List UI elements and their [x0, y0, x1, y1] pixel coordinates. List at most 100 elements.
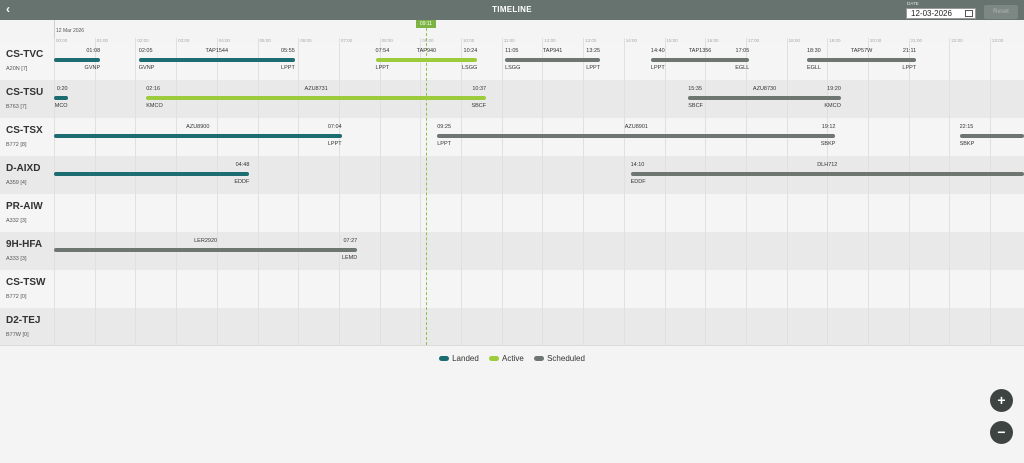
origin-airport: LSGG	[505, 65, 521, 71]
flight-bar[interactable]	[54, 96, 68, 100]
hour-label: 02:00	[137, 38, 149, 43]
hour-gridline	[786, 38, 788, 345]
hour-label: 05:00	[259, 38, 271, 43]
current-time-line	[426, 28, 427, 345]
legend-scheduled-label: Scheduled	[547, 354, 585, 363]
back-icon[interactable]: ‹	[6, 2, 10, 16]
aircraft-registration[interactable]: CS-TSU	[6, 87, 44, 98]
departure-time: 18:30	[806, 48, 821, 54]
hour-label: 16:00	[707, 38, 719, 43]
hour-label: 10:00	[463, 38, 475, 43]
flight-bar[interactable]	[505, 58, 601, 62]
hour-gridline	[623, 38, 625, 345]
timeline-bottom-border	[0, 345, 1024, 346]
hour-gridline	[338, 38, 340, 345]
destination-airport: LPPT	[902, 65, 917, 71]
hour-label: 08:00	[381, 38, 393, 43]
destination-airport: GVNP	[84, 65, 101, 71]
flight-bar[interactable]	[630, 172, 1024, 176]
zoom-in-button[interactable]: +	[990, 389, 1013, 412]
departure-time: 11:05	[505, 48, 519, 54]
flight-number: AZU8901	[624, 124, 648, 130]
arrival-time: 10:24	[463, 48, 478, 54]
hour-gridline	[420, 38, 422, 345]
flight-bar[interactable]	[688, 96, 841, 100]
legend-scheduled-swatch	[534, 356, 545, 362]
flight-bar[interactable]	[959, 134, 1024, 138]
departure-time: 02:05	[138, 48, 153, 54]
timeline-date: 12 Mar 2026	[56, 28, 85, 34]
hour-label: 09:00	[422, 38, 434, 43]
origin-airport: LPPT	[650, 65, 665, 71]
arrival-time: 10:37	[472, 86, 487, 92]
calendar-icon[interactable]	[965, 10, 973, 17]
reset-button[interactable]: Reset	[984, 5, 1018, 19]
flight-bar[interactable]	[54, 172, 250, 176]
arrival-time: 13:25	[586, 48, 601, 54]
destination-airport: SBCF	[471, 103, 487, 109]
flight-number: AZU8730	[752, 86, 777, 92]
arrival-time: 17:05	[735, 48, 750, 54]
aircraft-type: B763 [7]	[6, 104, 27, 110]
destination-airport: SBKP	[820, 141, 836, 147]
flight-number: TAP941	[542, 48, 563, 54]
hour-gridline	[298, 38, 300, 345]
hour-gridline	[990, 38, 992, 345]
destination-airport: KMCO	[824, 103, 841, 109]
aircraft-registration[interactable]: D-AIXD	[6, 163, 41, 174]
origin-airport: GVNP	[138, 65, 155, 71]
origin-airport: EGLL	[806, 65, 822, 71]
hour-label: 17:00	[747, 38, 760, 43]
hour-gridline	[54, 38, 55, 345]
current-time-badge: 09:11	[416, 20, 436, 28]
arrival-time: 07:04	[327, 124, 342, 130]
aircraft-registration[interactable]: 9H-HFA	[6, 239, 43, 250]
aircraft-type: A332 [3]	[6, 218, 27, 224]
zoom-out-button[interactable]: −	[990, 421, 1013, 444]
flight-bar[interactable]	[138, 58, 295, 62]
legend-scheduled: Scheduled	[534, 354, 585, 363]
legend-active-swatch	[489, 356, 500, 362]
flight-number: TAP1544	[205, 48, 229, 54]
origin-airport: SBKP	[959, 141, 975, 147]
flight-number: AZU8900	[186, 124, 210, 130]
arrival-time: 01:08	[86, 48, 101, 54]
hour-label: 01:00	[96, 38, 108, 43]
aircraft-type: A333 [3]	[6, 256, 27, 262]
date-input[interactable]: 12-03-2026	[906, 8, 976, 19]
departure-time: 14:40	[650, 48, 665, 54]
aircraft-registration[interactable]: CS-TSW	[6, 277, 46, 288]
hour-label: 00:00	[56, 38, 68, 43]
hour-gridline	[583, 38, 585, 345]
flight-bar[interactable]	[54, 58, 101, 62]
flight-number: LER2920	[194, 238, 218, 244]
aircraft-registration[interactable]: CS-TSX	[6, 125, 43, 136]
aircraft-registration[interactable]: D2-TEJ	[6, 315, 41, 326]
departure-time: 09:25	[437, 124, 452, 130]
hour-label: 13:00	[585, 38, 597, 43]
destination-airport: EDDF	[234, 179, 250, 185]
date-value: 12-03-2026	[911, 9, 952, 18]
aircraft-registration[interactable]: PR-AIW	[6, 201, 43, 212]
hour-label: 20:00	[870, 38, 882, 43]
aircraft-row: 9H-HFA A333 [3]	[0, 232, 1024, 270]
flight-bar[interactable]	[806, 58, 917, 62]
hour-gridline	[542, 38, 544, 345]
legend-landed-label: Landed	[452, 354, 479, 363]
flight-bar[interactable]	[375, 58, 478, 62]
flight-bar[interactable]	[146, 96, 487, 100]
hour-label: 18:00	[788, 38, 800, 43]
flight-number: AZU8731	[304, 86, 328, 92]
aircraft-type: B77W [0]	[6, 332, 29, 338]
hour-label: 23:00	[992, 38, 1004, 43]
flight-bar[interactable]	[54, 134, 342, 138]
destination-airport: LPPT	[327, 141, 342, 147]
aircraft-registration[interactable]: CS-TVC	[6, 49, 44, 60]
hour-gridline	[461, 38, 462, 345]
legend-active-label: Active	[502, 354, 524, 363]
flight-bar[interactable]	[650, 58, 750, 62]
hour-label: 11:00	[503, 38, 515, 43]
flight-bar[interactable]	[54, 248, 358, 252]
legend-active: Active	[489, 354, 524, 363]
flight-bar[interactable]	[437, 134, 836, 138]
